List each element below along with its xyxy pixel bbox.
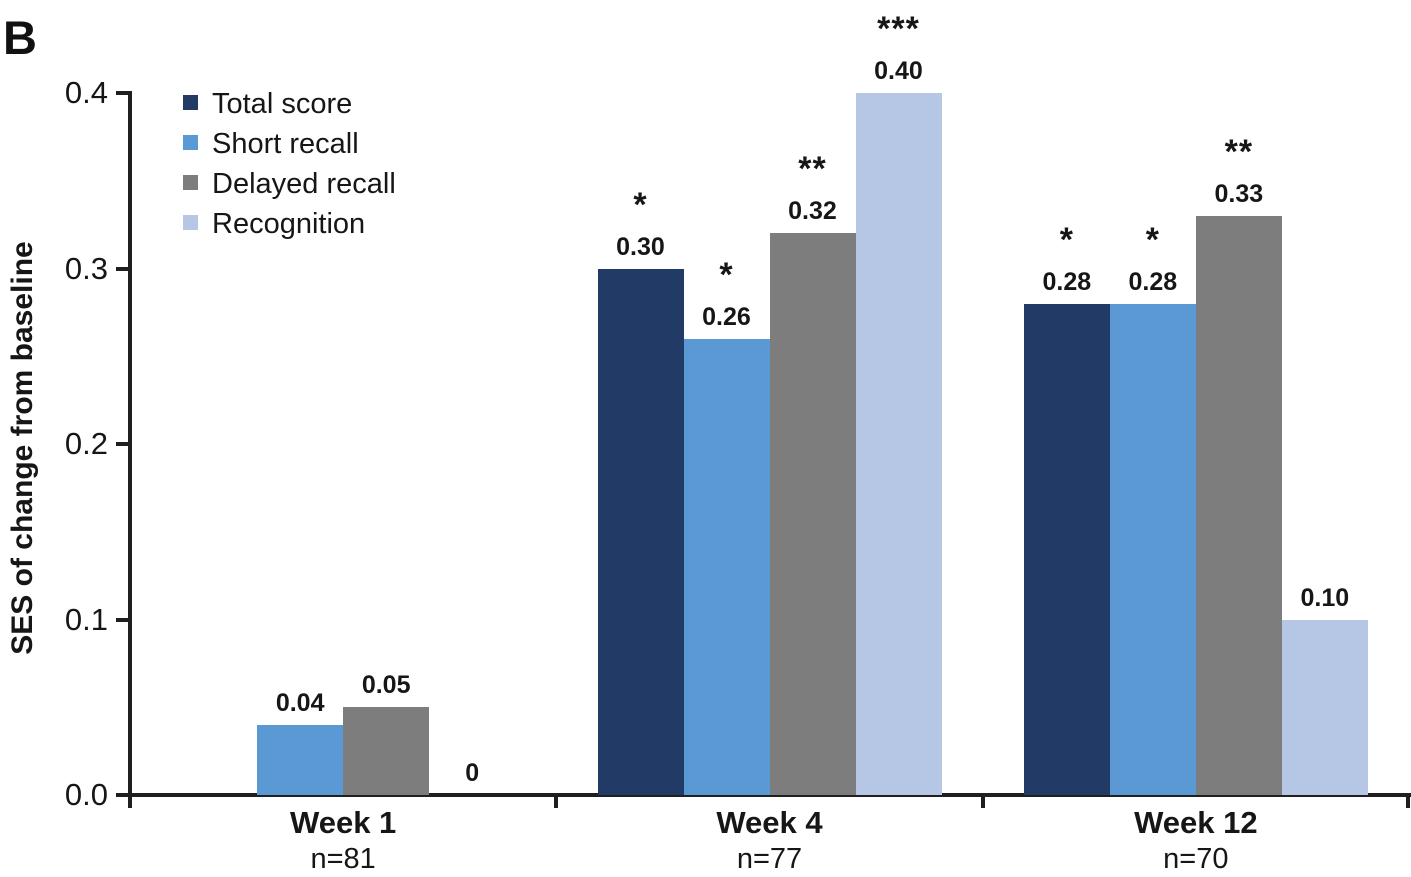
bar-short-recall xyxy=(683,338,770,795)
significance-label: * xyxy=(1145,220,1160,259)
significance-label: *** xyxy=(877,10,920,48)
legend-item-delayed-recall: Delayed recall xyxy=(183,166,396,206)
bar-value-label: 0 xyxy=(465,759,480,787)
bar-value-label: 0.28 xyxy=(1042,267,1092,296)
significance-label: * xyxy=(1059,220,1074,259)
x-category-sublabel: n=77 xyxy=(736,843,803,875)
significance-label: ** xyxy=(1224,132,1254,171)
x-category-label: Week 12 xyxy=(1134,805,1258,840)
bar-recognition xyxy=(1281,619,1368,795)
bar-short-recall xyxy=(257,724,344,795)
x-category-sublabel: n=81 xyxy=(310,843,376,875)
significance-label: * xyxy=(633,185,648,224)
bar-short-recall xyxy=(1109,303,1196,795)
x-category-sublabel: n=70 xyxy=(1163,843,1229,875)
legend-item-recognition: Recognition xyxy=(183,206,396,246)
x-tick-mark xyxy=(980,793,985,808)
x-axis-line xyxy=(128,793,1411,797)
legend-item-total-score: Total score xyxy=(183,86,396,126)
bar-value-label: 0.05 xyxy=(361,671,411,700)
x-category-label: Week 4 xyxy=(716,805,823,840)
y-axis-line xyxy=(128,91,132,797)
bar-total-score xyxy=(1023,303,1110,795)
y-axis-title: SES of change from baseline xyxy=(6,241,39,655)
y-tick-label: 0.4 xyxy=(64,75,108,110)
x-tick-mark xyxy=(1406,793,1410,808)
x-category-label: Week 1 xyxy=(290,805,397,840)
legend-item-short-recall: Short recall xyxy=(183,126,396,166)
legend-swatch-icon xyxy=(183,95,198,110)
significance-label: ** xyxy=(798,150,827,189)
legend-swatch-icon xyxy=(183,215,198,230)
bar-value-label: 0.40 xyxy=(874,57,923,85)
x-tick-mark xyxy=(128,793,132,808)
y-tick-mark xyxy=(116,266,129,271)
bar-delayed-recall xyxy=(1195,215,1282,795)
x-tick-mark xyxy=(554,793,559,808)
legend-swatch-icon xyxy=(183,135,198,150)
legend: Total score Short recall Delayed recall Rec… xyxy=(183,86,396,246)
y-tick-mark xyxy=(116,617,129,622)
legend-label: Recognition xyxy=(212,208,366,240)
bar-value-label: 0.32 xyxy=(788,197,837,226)
legend-swatch-icon xyxy=(183,175,198,190)
bar-value-label: 0.10 xyxy=(1300,583,1350,612)
bar-delayed-recall xyxy=(343,707,430,795)
y-tick-mark xyxy=(116,793,129,797)
y-tick-mark xyxy=(116,442,129,446)
bar-value-label: 0.28 xyxy=(1128,267,1178,296)
y-tick-label: 0.3 xyxy=(64,250,108,286)
bar-delayed-recall xyxy=(769,233,856,795)
bar-value-label: 0.33 xyxy=(1214,179,1264,208)
legend-label: Delayed recall xyxy=(212,168,396,200)
y-tick-label: 0.1 xyxy=(64,601,108,637)
plot-area: 0.04 0.05 0 0.30 * 0.26 * 0.32 ** 0.40 *** 0.28 * 0.2… xyxy=(130,12,1409,795)
bar-value-label: 0.30 xyxy=(616,232,665,261)
legend-label: Short recall xyxy=(212,128,359,160)
bar-value-label: 0.04 xyxy=(275,688,325,717)
bar-recognition xyxy=(855,93,942,795)
panel-label: B xyxy=(3,11,37,64)
y-tick-label: 0.0 xyxy=(64,777,108,812)
significance-label: * xyxy=(719,255,734,294)
y-tick-label: 0.2 xyxy=(64,426,108,461)
legend-label: Total score xyxy=(212,88,353,120)
bar-value-label: 0.26 xyxy=(702,302,751,331)
y-tick-mark xyxy=(116,91,129,95)
bar-total-score xyxy=(597,268,684,795)
